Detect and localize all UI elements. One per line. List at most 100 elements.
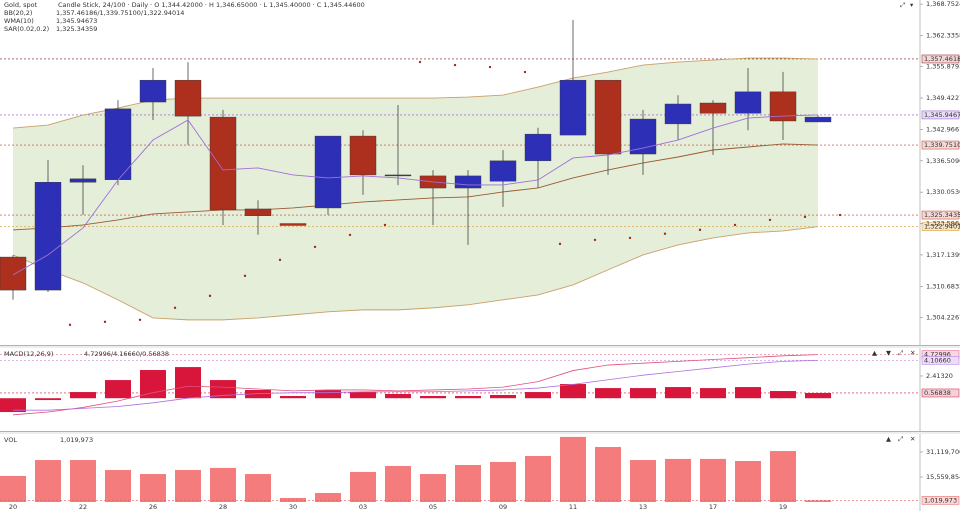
- y-tick-label: 1,317.13990: [926, 251, 960, 259]
- candle-body: [559, 79, 587, 136]
- band-line: [12, 226, 819, 321]
- sar-dot: [453, 63, 457, 67]
- candle-body: [244, 208, 272, 216]
- bar: [490, 461, 516, 502]
- price-tag-label: 1,019,973: [924, 496, 957, 504]
- bar: [525, 392, 551, 399]
- bar: [70, 460, 96, 502]
- bar: [700, 458, 726, 502]
- bar: [105, 380, 131, 399]
- bar: [70, 392, 96, 399]
- price-tag: [921, 140, 960, 150]
- price-tag: [921, 110, 960, 120]
- x-tick-label: 20: [9, 503, 17, 511]
- bar: [560, 384, 586, 399]
- bar: [175, 367, 201, 399]
- pane-separator: [0, 345, 960, 348]
- bar: [735, 461, 761, 502]
- y-tick-label: 1,304.22677: [926, 314, 960, 322]
- bar: [315, 390, 341, 399]
- pane-title: VOL: [4, 436, 17, 444]
- bar: [525, 456, 551, 502]
- close-icon[interactable]: ✕: [910, 349, 915, 357]
- price-tag-label: 1,339.75100: [924, 141, 960, 149]
- y-tick-label: 1,368.75248: [926, 0, 960, 8]
- sar-dot: [628, 236, 632, 240]
- close-icon[interactable]: ✕: [910, 435, 915, 443]
- legend-name: WMA(10): [4, 17, 34, 25]
- y-tick-label: 2.41320: [926, 372, 953, 380]
- expand-icon[interactable]: ⤢: [898, 349, 904, 357]
- price-tag: [921, 496, 960, 505]
- bar: [490, 394, 516, 399]
- bar: [105, 470, 131, 502]
- bar: [210, 380, 236, 399]
- bar: [0, 475, 26, 502]
- price-tag: [921, 356, 960, 365]
- sar-dot: [313, 245, 317, 249]
- candle-body: [384, 174, 412, 177]
- x-tick-label: 17: [709, 503, 717, 511]
- bar: [560, 436, 586, 502]
- pane-title: Gold, spot: [4, 1, 38, 9]
- sar-dot: [663, 232, 667, 235]
- bar: [140, 474, 166, 502]
- bar: [420, 474, 446, 502]
- candle-body: [34, 182, 62, 291]
- candle-body: [279, 223, 307, 226]
- candle-body: [0, 256, 27, 291]
- price-tag-label: 4.10660: [924, 356, 951, 364]
- price-tag: [921, 388, 960, 398]
- x-tick-label: 05: [429, 503, 437, 511]
- bar: [665, 387, 691, 399]
- expand-icon[interactable]: ⤢: [900, 1, 906, 9]
- y-tick-label: 1,323.59647: [926, 220, 960, 228]
- bar: [420, 396, 446, 399]
- x-tick-label: 13: [639, 503, 647, 511]
- bar: [280, 497, 306, 502]
- sar-dot: [593, 238, 597, 242]
- y-tick-label: 1,362.33588: [926, 31, 960, 39]
- bar: [0, 398, 26, 413]
- candle-body: [734, 91, 762, 114]
- candle-body: [699, 102, 727, 114]
- sar-dot: [418, 60, 422, 64]
- bar: [35, 460, 61, 502]
- pane-subtitle: Candle Stick, 24/100 · Daily · O 1,344.4…: [58, 1, 365, 9]
- price-tag-label: 1,345.94673: [924, 111, 960, 119]
- bar: [630, 388, 656, 399]
- y-tick-label: 1,349.42275: [926, 94, 960, 102]
- sar-dot: [68, 323, 72, 327]
- candle-body: [629, 118, 657, 155]
- price-tag: [921, 54, 960, 64]
- bar: [385, 465, 411, 502]
- up-icon[interactable]: ▲: [886, 435, 891, 443]
- bar: [770, 391, 796, 399]
- sar-dot: [698, 228, 702, 232]
- expand-icon[interactable]: ⤢: [898, 435, 904, 443]
- y-tick-label: 31,119,700: [926, 448, 960, 456]
- up-icon[interactable]: ▲: [872, 349, 877, 357]
- x-tick-label: 30: [289, 503, 297, 511]
- sar-dot: [208, 294, 212, 298]
- candle-body: [349, 135, 377, 176]
- sar-dot: [838, 213, 842, 217]
- x-tick-label: 19: [779, 503, 787, 511]
- candle-body: [139, 79, 167, 103]
- down-icon[interactable]: ▼: [886, 349, 891, 357]
- bar: [385, 393, 411, 399]
- x-tick-label: 28: [219, 503, 227, 511]
- x-tick-label: 09: [499, 503, 507, 511]
- menu-icon[interactable]: ▾: [910, 1, 914, 9]
- candle-body: [804, 116, 832, 123]
- candle-body: [454, 175, 482, 189]
- y-tick-label: 1,342.96618: [926, 125, 960, 133]
- sar-dot: [523, 70, 527, 74]
- y-tick-label: 1,330.05304: [926, 188, 960, 196]
- bar: [315, 492, 341, 502]
- pane-subtitle: 4.72996/4.16660/0.56838: [84, 350, 169, 358]
- sar-dot: [278, 258, 282, 262]
- bar: [175, 470, 201, 502]
- bar: [350, 471, 376, 502]
